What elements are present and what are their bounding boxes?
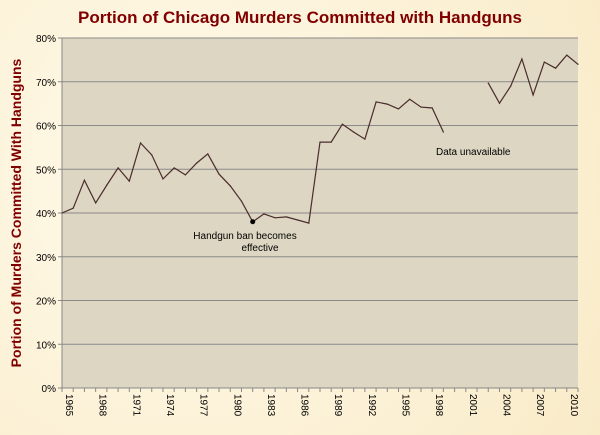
data-point xyxy=(308,222,310,224)
data-point xyxy=(498,102,501,104)
y-tick-label: 50% xyxy=(36,165,56,176)
x-tick-label: 1986 xyxy=(299,394,310,417)
data-point xyxy=(319,141,321,143)
chart-title: Portion of Chicago Murders Committed wit… xyxy=(78,8,522,27)
data-point xyxy=(128,180,130,182)
data-point xyxy=(543,61,545,63)
data-point xyxy=(442,131,444,133)
x-tick-label: 1974 xyxy=(164,394,175,417)
x-tick-label: 1968 xyxy=(97,394,108,417)
data-point xyxy=(162,178,164,180)
annotation-data-unavailable: Data unavailable xyxy=(436,147,511,158)
x-tick-label: 2007 xyxy=(534,394,545,417)
x-tick-label: 2004 xyxy=(500,394,511,417)
y-tick-label: 0% xyxy=(42,384,57,395)
data-point xyxy=(240,200,243,202)
data-point xyxy=(207,153,209,155)
x-tick-label: 1971 xyxy=(130,394,141,417)
y-tick-label: 20% xyxy=(36,297,56,308)
data-point xyxy=(341,123,344,125)
data-point xyxy=(173,167,175,169)
data-point xyxy=(285,216,287,218)
handgun-ban-marker xyxy=(250,219,256,225)
data-point xyxy=(353,131,355,133)
y-tick-label: 60% xyxy=(36,122,56,133)
data-point xyxy=(296,219,299,221)
data-point xyxy=(72,207,74,209)
data-point xyxy=(521,58,523,60)
data-point xyxy=(386,103,388,105)
data-point xyxy=(229,185,231,187)
data-point xyxy=(554,67,557,69)
data-point xyxy=(487,82,489,84)
data-point xyxy=(510,85,512,87)
data-point xyxy=(263,213,265,215)
data-point xyxy=(375,101,377,103)
data-point xyxy=(218,173,220,175)
data-point xyxy=(95,202,97,204)
data-point xyxy=(83,179,86,181)
data-point xyxy=(431,107,433,109)
data-point xyxy=(364,138,366,140)
data-point xyxy=(196,162,198,164)
x-tick-label: 1965 xyxy=(63,394,74,417)
data-point xyxy=(184,174,186,176)
y-tick-label: 80% xyxy=(36,34,56,45)
annotation-handgun-ban: Handgun ban becomes xyxy=(193,231,296,242)
y-tick-label: 40% xyxy=(36,209,56,220)
data-point xyxy=(532,94,534,96)
data-point xyxy=(397,108,400,110)
data-point xyxy=(139,142,142,144)
data-point xyxy=(566,54,568,56)
data-point xyxy=(420,106,422,108)
data-point xyxy=(151,154,153,156)
x-tick-label: 1983 xyxy=(265,394,276,417)
x-tick-label: 1995 xyxy=(400,394,411,417)
x-tick-label: 1980 xyxy=(231,394,242,417)
y-tick-label: 10% xyxy=(36,340,56,351)
data-point xyxy=(409,98,411,100)
x-tick-label: 2010 xyxy=(568,394,579,417)
y-tick-label: 30% xyxy=(36,253,56,264)
data-point xyxy=(106,184,108,186)
x-tick-label: 1977 xyxy=(198,394,209,417)
x-tick-label: 2001 xyxy=(467,394,478,417)
x-tick-label: 1989 xyxy=(332,394,343,417)
data-point xyxy=(330,141,332,143)
y-tick-label: 70% xyxy=(36,78,56,89)
data-point xyxy=(577,63,579,65)
x-tick-label: 1998 xyxy=(433,394,444,417)
annotation-handgun-ban: effective xyxy=(241,243,278,254)
data-point xyxy=(61,212,63,214)
x-tick-label: 1992 xyxy=(366,394,377,417)
data-point xyxy=(117,167,119,169)
y-axis-label: Portion of Murders Committed With Handgu… xyxy=(8,58,24,367)
data-point xyxy=(274,217,276,219)
